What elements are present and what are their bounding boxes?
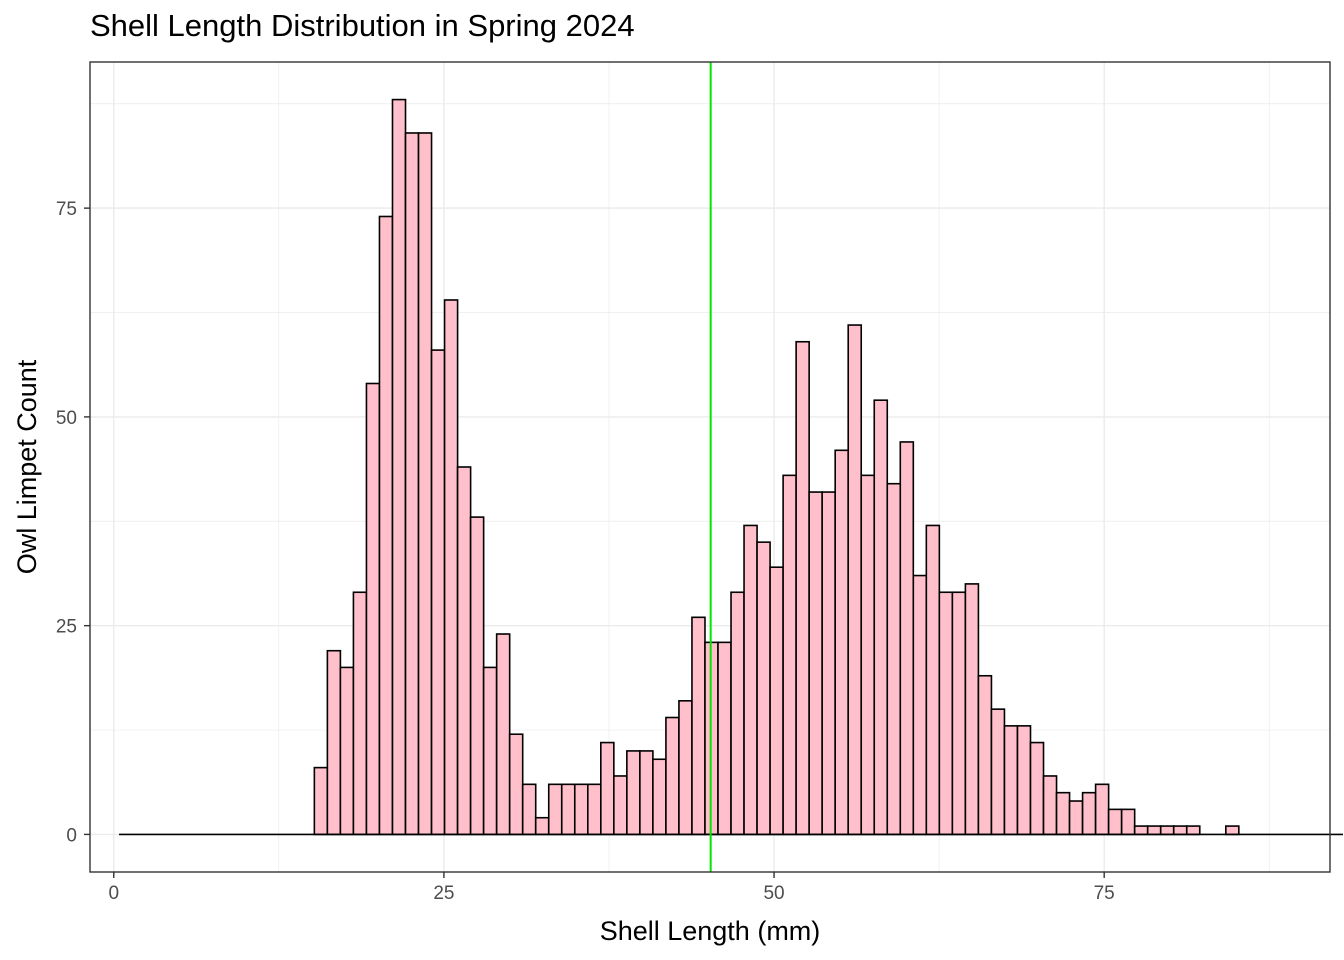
histogram-bar — [456, 466, 472, 836]
histogram-bar — [391, 98, 407, 836]
chart-title: Shell Length Distribution in Spring 2024 — [90, 8, 635, 43]
histogram-bar — [1120, 808, 1136, 836]
histogram-bar — [808, 491, 823, 836]
histogram-bar — [899, 441, 915, 836]
histogram-bar — [847, 324, 863, 836]
histogram-bar — [1029, 741, 1045, 836]
histogram-bar — [977, 674, 993, 836]
histogram-bar — [1042, 775, 1058, 836]
histogram-bar — [964, 583, 980, 836]
histogram-bar — [1185, 825, 1201, 836]
histogram-bar — [521, 783, 537, 836]
histogram-bar — [586, 783, 602, 836]
histogram-bar — [639, 750, 654, 836]
histogram-bar — [1159, 825, 1175, 836]
histogram-bar — [495, 633, 511, 836]
histogram-bar — [873, 399, 889, 836]
histogram-bar — [560, 783, 576, 836]
y-axis-title: Owl Limpet Count — [12, 359, 42, 574]
histogram-bar — [717, 641, 732, 836]
x-axis-title: Shell Length (mm) — [600, 916, 821, 946]
histogram-bar — [1094, 783, 1110, 836]
histogram-bar — [404, 132, 420, 836]
histogram-bar — [691, 616, 706, 836]
histogram-bar — [756, 541, 771, 836]
y-tick-label: 25 — [56, 617, 77, 638]
histogram-bar — [665, 716, 680, 836]
x-tick-label: 50 — [763, 883, 784, 904]
histogram-bar — [678, 700, 693, 836]
y-tick-label: 50 — [56, 408, 77, 429]
histogram-bar — [730, 591, 745, 836]
histogram-bar — [378, 215, 394, 836]
histogram-bar — [482, 666, 498, 836]
histogram-bar — [951, 591, 967, 836]
histogram-bar — [769, 566, 784, 836]
x-tick-label: 25 — [433, 883, 454, 904]
histogram-bar — [1146, 825, 1162, 836]
plot-border — [89, 61, 1331, 873]
y-tick-label: 75 — [56, 199, 77, 220]
histogram-bar — [326, 649, 342, 836]
histogram-bar — [821, 491, 836, 836]
histogram-bar — [1055, 791, 1071, 836]
histogram-bar — [313, 766, 329, 836]
histogram-bar — [886, 482, 902, 836]
histogram-bar — [1107, 808, 1123, 836]
histogram-bar — [547, 783, 563, 836]
histogram-bar — [925, 524, 941, 836]
histogram-bar — [469, 516, 485, 836]
histogram-bar — [1016, 725, 1032, 836]
histogram-bar — [352, 591, 368, 836]
histogram-bar — [834, 449, 850, 836]
histogram-bar — [626, 750, 641, 836]
histogram-bar — [1172, 825, 1188, 836]
histogram-bar — [912, 574, 928, 836]
histogram-bar — [600, 741, 615, 836]
histogram-bar — [1081, 791, 1097, 836]
histogram-bar — [1225, 825, 1240, 836]
histogram-bar — [430, 349, 446, 836]
histogram-bar — [743, 524, 758, 836]
axes: 0 25 50 75 0 25 50 75 — [56, 199, 1115, 904]
histogram-bar — [365, 382, 381, 836]
histogram-bar — [508, 733, 524, 836]
histogram-bar — [443, 299, 459, 836]
histogram-bar — [417, 132, 433, 836]
x-tick-label: 75 — [1094, 883, 1115, 904]
histogram-bar — [860, 474, 876, 836]
histogram-bar — [938, 591, 954, 836]
histogram-bar — [990, 708, 1006, 836]
histogram-bar — [782, 474, 797, 836]
histogram-bar — [613, 775, 628, 836]
histogram-bar — [652, 758, 667, 836]
histogram-bars — [119, 98, 1343, 836]
histogram-bar — [1133, 825, 1149, 836]
histogram-bar — [534, 816, 550, 836]
histogram-bar — [339, 666, 355, 836]
histogram-bar — [1003, 725, 1019, 836]
histogram-bar — [1068, 800, 1084, 836]
y-tick-label: 0 — [66, 825, 77, 846]
histogram-bar — [795, 340, 810, 836]
histogram-bar — [573, 783, 589, 836]
x-tick-label: 0 — [108, 883, 119, 904]
